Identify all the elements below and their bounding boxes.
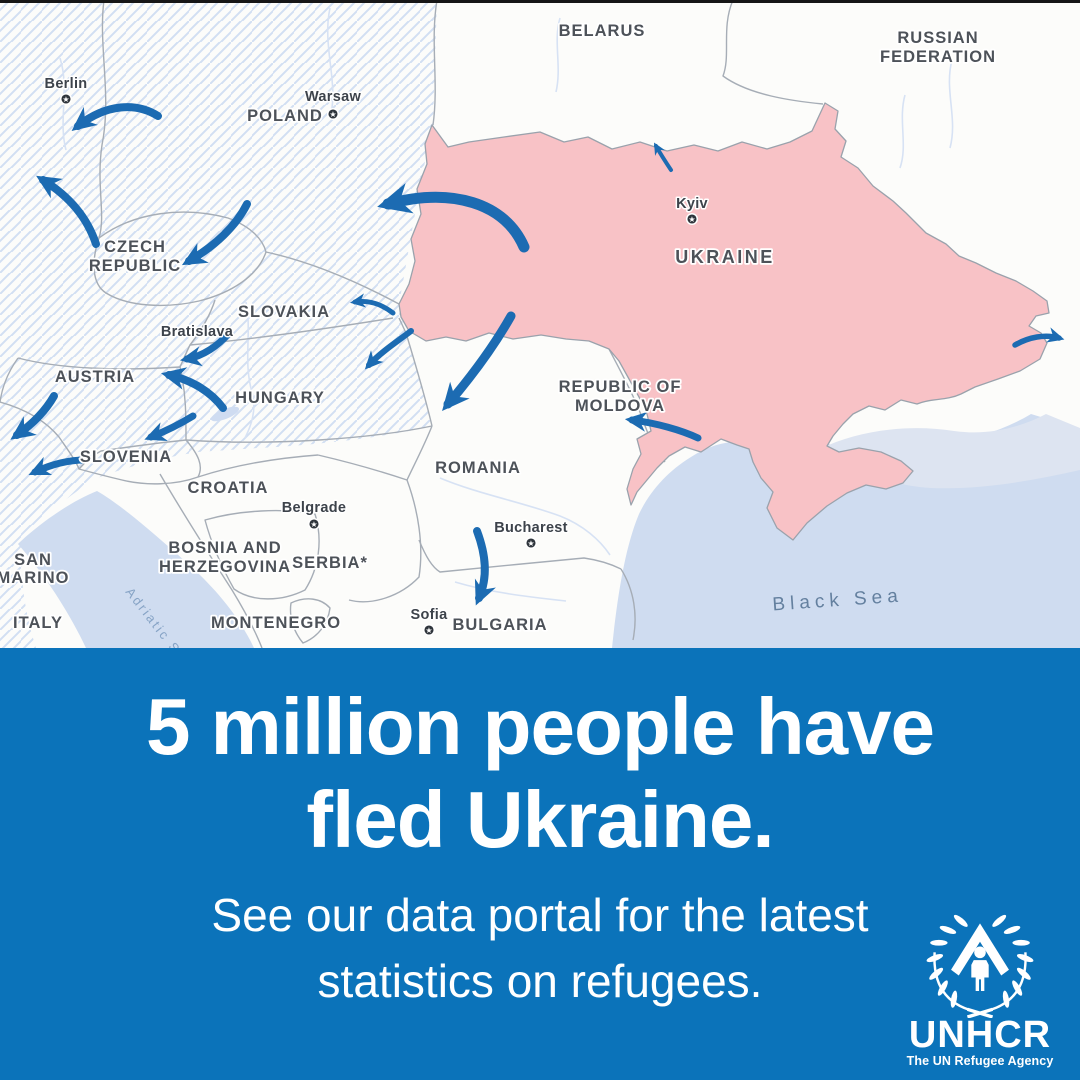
svg-text:★: ★ [62, 95, 69, 104]
country-label-czech-2: REPUBLIC [89, 257, 181, 275]
map-canvas: ★ ★ ★ ★ ★ ★ BELARUS RUSSIAN FEDERATION P… [0, 0, 1080, 648]
country-label-hungary: HUNGARY [235, 389, 325, 407]
adriatic-sea [18, 491, 254, 648]
svg-text:★: ★ [527, 539, 534, 548]
unhcr-tagline: The UN Refugee Agency [906, 1054, 1054, 1068]
country-label-croatia: CROATIA [188, 479, 269, 497]
country-label-montenegro: MONTENEGRO [211, 614, 341, 632]
country-label-romania: ROMANIA [435, 459, 521, 477]
city-label-sofia: Sofia [411, 607, 449, 623]
refugee-flow-arrow [144, 412, 197, 441]
city-marker-bucharest: ★ [524, 536, 538, 550]
hatched-region-overlay [0, 0, 437, 648]
country-label-sanmarino-1: SAN [14, 551, 52, 569]
svg-text:★: ★ [329, 110, 336, 119]
country-borders [0, 0, 824, 648]
country-label-bosnia-2: HERZEGOVINA [159, 558, 291, 576]
svg-text:★: ★ [310, 520, 317, 529]
refugee-flow-arrow [28, 456, 89, 476]
message-banner: 5 million people have fled Ukraine. See … [0, 648, 1080, 1080]
country-label-poland: POLAND [247, 107, 323, 125]
city-label-berlin: Berlin [45, 76, 88, 92]
svg-text:★: ★ [425, 626, 432, 635]
refugee-flow-arrow [161, 367, 227, 412]
refugee-flow-arrow [349, 293, 396, 316]
country-label-czech-1: CZECH [104, 238, 166, 256]
refugee-flow-arrow [653, 142, 673, 172]
map-labels: BELARUS RUSSIAN FEDERATION POLAND CZECH … [0, 20, 997, 648]
refugee-flow-arrow [377, 183, 530, 253]
country-label-serbia: SERBIA* [292, 554, 368, 572]
refugee-flow-map: ★ ★ ★ ★ ★ ★ BELARUS RUSSIAN FEDERATION P… [0, 0, 1080, 648]
country-label-austria: AUSTRIA [55, 368, 135, 386]
refugee-flow-arrow [473, 527, 496, 606]
refugee-flow-arrow [442, 311, 516, 411]
unhcr-logo: UNHCR The UN Refugee Agency [898, 906, 1062, 1068]
country-label-italy: ITALY [13, 614, 63, 632]
subheadline-line-1: See our data portal for the latest [211, 889, 869, 941]
city-marker-warsaw: ★ [326, 107, 340, 121]
country-label-russia-2: FEDERATION [880, 48, 996, 66]
rivers [59, 7, 954, 602]
unhcr-wordmark: UNHCR [908, 1014, 1052, 1056]
city-label-bucharest: Bucharest [494, 520, 568, 536]
country-label-moldova-2: MOLDOVA [575, 397, 665, 415]
headline-line-2: fled Ukraine. [306, 775, 774, 864]
refugee-flow-arrow [1012, 327, 1065, 348]
country-label-russia-1: RUSSIAN [897, 29, 978, 47]
unhcr-emblem-icon [926, 914, 1034, 1018]
ukraine-highlight [398, 102, 1050, 541]
country-label-belarus: BELARUS [559, 22, 646, 40]
top-border [0, 0, 1080, 3]
refugee-flow-arrows [10, 103, 1065, 606]
svg-text:★: ★ [688, 215, 695, 224]
headline: 5 million people have fled Ukraine. [0, 648, 1080, 866]
country-label-sanmarino-2: MARINO [0, 569, 69, 587]
refugee-flow-arrow [71, 103, 162, 132]
refugee-flow-arrow [36, 175, 100, 248]
city-label-warsaw: Warsaw [305, 89, 361, 105]
refugee-flow-arrow [181, 200, 251, 266]
city-markers: ★ ★ ★ ★ ★ ★ [59, 92, 699, 637]
city-label-bratislava: Bratislava [161, 324, 234, 340]
country-label-slovakia: SLOVAKIA [238, 303, 330, 321]
country-label-moldova-1: REPUBLIC OF [559, 378, 682, 396]
city-label-belgrade: Belgrade [282, 500, 346, 516]
city-marker-sofia: ★ [422, 623, 436, 637]
city-marker-kyiv: ★ [685, 212, 699, 226]
country-label-slovenia: SLOVENIA [80, 448, 172, 466]
country-label-bulgaria: BULGARIA [452, 616, 547, 634]
refugee-flow-arrow [624, 411, 702, 442]
city-marker-belgrade: ★ [307, 517, 321, 531]
city-label-kyiv: Kyiv [676, 196, 708, 212]
city-marker-berlin: ★ [59, 92, 73, 106]
refugee-flow-arrow [364, 328, 414, 370]
subheadline-line-2: statistics on refugees. [317, 955, 763, 1007]
refugee-flow-arrow [10, 392, 58, 440]
refugee-flow-arrow [179, 329, 233, 367]
country-label-ukraine: UKRAINE [675, 247, 775, 267]
country-label-bosnia-1: BOSNIA AND [168, 539, 281, 557]
subheadline: See our data portal for the latest stati… [0, 882, 1080, 1014]
headline-line-1: 5 million people have [145, 682, 935, 771]
